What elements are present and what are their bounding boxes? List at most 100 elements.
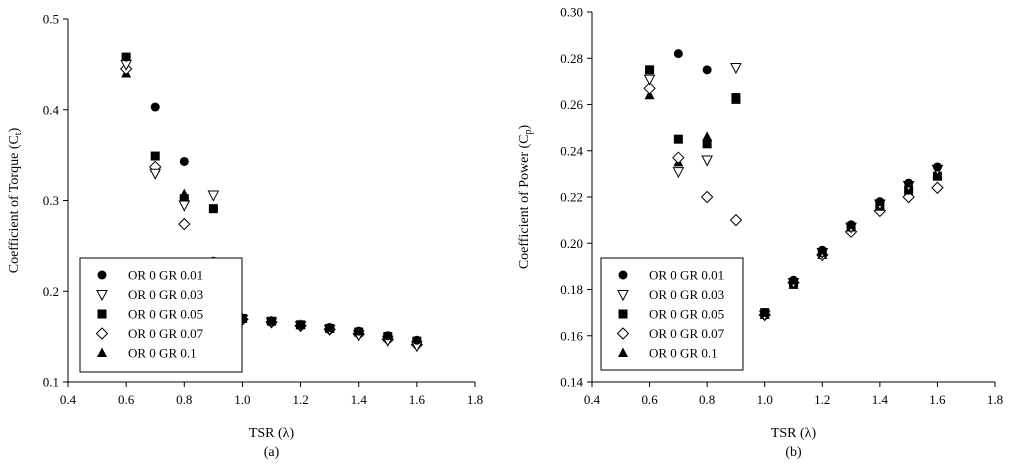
legend-marker-triangle: [97, 347, 107, 357]
legend-marker-diamond: [95, 327, 109, 340]
legend: OR 0 GR 0.01 OR 0 GR 0.03 OR 0 GR 0.05 OR 0…: [600, 257, 744, 371]
y-tick-label: 0.28: [560, 51, 583, 66]
legend-label: OR 0 GR 0.03: [649, 287, 724, 302]
legend-marker-square: [97, 309, 107, 319]
y-tick-label: 0.2: [43, 284, 59, 299]
x-tick-label: 1.2: [814, 392, 830, 407]
data-point-circle: [702, 65, 712, 75]
x-tick-label: 1.6: [409, 392, 426, 407]
y-tick-label: 0.3: [43, 193, 59, 208]
x-axis-label: TSR (λ): [771, 426, 817, 441]
legend-label: OR 0 GR 0.05: [128, 307, 203, 322]
x-tick-label: 1.8: [467, 392, 483, 407]
data-point-circle: [817, 245, 827, 255]
data-point-circle: [150, 102, 160, 112]
data-point-square: [645, 65, 655, 75]
data-point-circle: [121, 52, 131, 62]
data-point-square: [150, 151, 160, 161]
legend-marker-square: [618, 309, 628, 319]
panel-label: (b): [785, 445, 802, 460]
legend: OR 0 GR 0.01 OR 0 GR 0.03 OR 0 GR 0.05 OR 0…: [79, 257, 243, 373]
legend-marker-triangle: [618, 347, 628, 357]
legend-marker-diamond: [616, 327, 630, 340]
legend-label: OR 0 GR 0.03: [128, 287, 203, 302]
y-axis-label: Coefficient of Torque (Ct): [7, 127, 24, 273]
y-tick-label: 0.1: [43, 375, 59, 390]
data-point-circle: [267, 316, 276, 326]
panel-label: (a): [264, 445, 280, 460]
y-tick-label: 0.5: [43, 12, 59, 27]
data-point-circle: [760, 308, 770, 318]
data-point-circle: [179, 156, 189, 166]
x-tick-label: 1.8: [987, 392, 1003, 407]
data-point-circle: [296, 320, 306, 330]
data-point-circle: [354, 326, 364, 336]
data-point-diamond: [643, 82, 656, 95]
legend-label: OR 0 GR 0.05: [649, 307, 724, 322]
data-point-square: [673, 134, 683, 144]
chart-panel-2: 0.4 0.6 0.8 1.0 1.2 1.4 1.6 1.8 0.14 0.16 0.18 0.20…: [517, 5, 1003, 461]
legend-marker-triangle-down: [617, 290, 629, 302]
data-point-diamond: [931, 181, 944, 194]
data-point-circle: [932, 162, 942, 172]
data-point-circle: [904, 178, 914, 188]
legend-marker-circle: [97, 270, 107, 280]
data-point-circle: [383, 331, 393, 341]
data-point-diamond: [178, 217, 191, 231]
y-tick-label: 0.26: [560, 97, 583, 112]
x-tick-label: 0.4: [60, 392, 77, 407]
x-tick-label: 0.6: [641, 392, 658, 407]
data-point-triangle-down: [207, 190, 220, 202]
data-point-circle: [846, 220, 856, 230]
y-tick-label: 0.30: [560, 5, 583, 20]
y-tick-label: 0.24: [560, 143, 583, 158]
data-point-diamond: [700, 190, 714, 204]
data-point-circle: [789, 275, 798, 285]
data-point-triangle-down: [730, 63, 742, 75]
data-point-diamond: [672, 151, 685, 164]
data-point-triangle-down: [701, 155, 713, 167]
x-tick-label: 1.0: [234, 392, 250, 407]
x-tick-label: 0.8: [176, 392, 192, 407]
legend-label: OR 0 GR 0.1: [649, 346, 718, 361]
x-tick-label: 0.4: [584, 392, 601, 407]
data-point-triangle-down: [672, 167, 685, 179]
data-point-circle: [325, 323, 335, 333]
data-point-square: [731, 93, 741, 103]
y-tick-label: 0.18: [560, 282, 583, 297]
y-tick-label: 0.4: [43, 102, 60, 117]
x-tick-label: 1.6: [929, 392, 946, 407]
legend-marker-triangle-down: [96, 290, 108, 302]
data-point-circle: [875, 197, 885, 207]
x-tick-label: 0.6: [118, 392, 135, 407]
data-point-circle: [673, 49, 683, 59]
data-point-diamond: [729, 213, 743, 227]
data-point-triangle-down: [643, 74, 656, 86]
legend-marker-circle: [618, 270, 628, 280]
x-tick-label: 1.0: [757, 392, 773, 407]
data-point-triangle-down: [149, 168, 162, 180]
legend-label: OR 0 GR 0.1: [128, 346, 197, 361]
y-axis-label: Coefficient of Power (Cp): [517, 125, 534, 270]
legend-box: [79, 257, 243, 373]
data-point-circle: [412, 335, 422, 345]
data-point-square: [932, 171, 942, 181]
y-tick-label: 0.22: [560, 190, 583, 205]
chart-panel-1: 0.4 0.6 0.8 1.0 1.2 1.4 1.6 1.8 0.1 0.2 0.3 0.4 0.5 T…: [7, 12, 483, 461]
data-point-square: [208, 204, 218, 214]
data-point-triangle: [702, 131, 713, 141]
x-axis-label: TSR (λ): [249, 426, 295, 441]
y-tick-label: 0.14: [560, 375, 583, 390]
x-tick-label: 1.4: [351, 392, 368, 407]
x-tick-label: 1.4: [872, 392, 889, 407]
legend-label: OR 0 GR 0.07: [649, 326, 725, 341]
legend-label: OR 0 GR 0.01: [128, 268, 203, 283]
y-tick-label: 0.16: [560, 328, 583, 343]
data-point-triangle-down: [178, 200, 191, 212]
data-point-square: [179, 194, 189, 204]
x-tick-label: 0.8: [699, 392, 715, 407]
y-tick-label: 0.20: [560, 236, 583, 251]
legend-label: OR 0 GR 0.01: [649, 268, 724, 283]
x-tick-label: 1.2: [292, 392, 308, 407]
